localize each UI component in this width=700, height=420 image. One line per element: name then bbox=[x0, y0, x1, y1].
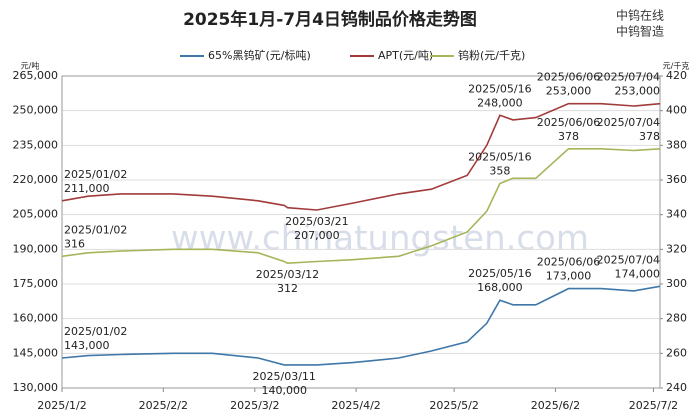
y2-tick-label: 420 bbox=[666, 69, 687, 82]
y-tick-label: 265,000 bbox=[13, 69, 59, 82]
date-label: 2025/01/02 bbox=[64, 325, 127, 338]
legend-label: APT(元/吨) bbox=[378, 49, 433, 62]
value-label: 248,000 bbox=[477, 96, 523, 109]
date-label: 2025/01/02 bbox=[64, 168, 127, 181]
date-label: 2025/06/06 bbox=[537, 256, 600, 269]
date-label: 2025/05/16 bbox=[468, 150, 531, 163]
date-label: 2025/06/06 bbox=[537, 71, 600, 84]
y2-tick-label: 380 bbox=[666, 138, 687, 151]
date-label: 2025/03/12 bbox=[256, 268, 319, 281]
series-line bbox=[61, 285, 661, 366]
y2-axis-unit: 元/千克 bbox=[663, 61, 690, 71]
value-label: 168,000 bbox=[477, 281, 523, 294]
y-tick-label: 235,000 bbox=[13, 138, 59, 151]
value-label: 207,000 bbox=[294, 229, 340, 242]
x-tick-label: 2025/5/2 bbox=[429, 399, 478, 412]
date-label: 2025/01/02 bbox=[64, 223, 127, 236]
x-tick-label: 2025/3/2 bbox=[230, 399, 279, 412]
date-label: 2025/05/16 bbox=[468, 82, 531, 95]
value-label: 253,000 bbox=[615, 85, 661, 98]
legend-label: 钨粉(元/千克) bbox=[458, 49, 525, 62]
value-label: 173,000 bbox=[546, 270, 592, 283]
x-tick-label: 2025/2/2 bbox=[139, 399, 188, 412]
value-label: 312 bbox=[277, 282, 298, 295]
value-label: 143,000 bbox=[64, 339, 110, 352]
series-line bbox=[61, 102, 661, 211]
chart-title: 2025年1月-7月4日钨制品价格走势图 bbox=[183, 9, 477, 30]
date-label: 2025/07/04 bbox=[597, 116, 660, 129]
date-label: 2025/03/11 bbox=[253, 370, 316, 383]
y-axis-unit: 元/吨 bbox=[21, 61, 40, 71]
legend-label: 65%黑钨矿(元/标吨) bbox=[208, 48, 311, 62]
y-tick-label: 145,000 bbox=[13, 346, 59, 359]
brand: 中钨智造 bbox=[616, 24, 664, 39]
y2-tick-label: 340 bbox=[666, 208, 687, 221]
date-label: 2025/07/04 bbox=[597, 71, 660, 84]
y-tick-label: 175,000 bbox=[13, 277, 59, 290]
y-tick-label: 250,000 bbox=[13, 104, 59, 117]
y-tick-label: 160,000 bbox=[13, 312, 59, 325]
date-label: 2025/06/06 bbox=[537, 116, 600, 129]
date-label: 2025/05/16 bbox=[468, 267, 531, 280]
value-label: 378 bbox=[558, 130, 579, 143]
series-line bbox=[61, 148, 661, 265]
y2-tick-label: 400 bbox=[666, 104, 687, 117]
plot-frame bbox=[61, 75, 661, 389]
y2-tick-label: 260 bbox=[666, 346, 687, 359]
value-label: 140,000 bbox=[261, 384, 307, 397]
x-tick-label: 2025/6/2 bbox=[531, 399, 580, 412]
y-tick-label: 220,000 bbox=[13, 173, 59, 186]
y2-tick-label: 300 bbox=[666, 277, 687, 290]
value-label: 316 bbox=[64, 237, 85, 250]
y2-tick-label: 240 bbox=[666, 381, 687, 394]
x-tick-label: 2025/7/2 bbox=[629, 399, 678, 412]
value-label: 358 bbox=[489, 164, 510, 177]
value-label: 211,000 bbox=[64, 182, 110, 195]
y2-tick-label: 320 bbox=[666, 242, 687, 255]
value-label: 174,000 bbox=[615, 267, 661, 280]
y-tick-label: 190,000 bbox=[13, 242, 59, 255]
y-tick-label: 205,000 bbox=[13, 208, 59, 221]
y2-tick-label: 280 bbox=[666, 312, 687, 325]
date-label: 2025/07/04 bbox=[597, 253, 660, 266]
y-tick-label: 130,000 bbox=[13, 381, 59, 394]
x-tick-label: 2025/1/2 bbox=[37, 399, 86, 412]
y2-tick-label: 360 bbox=[666, 173, 687, 186]
value-label: 378 bbox=[639, 130, 660, 143]
brand: 中钨在线 bbox=[616, 8, 664, 23]
value-label: 253,000 bbox=[546, 85, 592, 98]
x-tick-label: 2025/4/2 bbox=[331, 399, 380, 412]
date-label: 2025/03/21 bbox=[285, 215, 348, 228]
watermark: www.chinatungsten.com bbox=[171, 219, 589, 259]
